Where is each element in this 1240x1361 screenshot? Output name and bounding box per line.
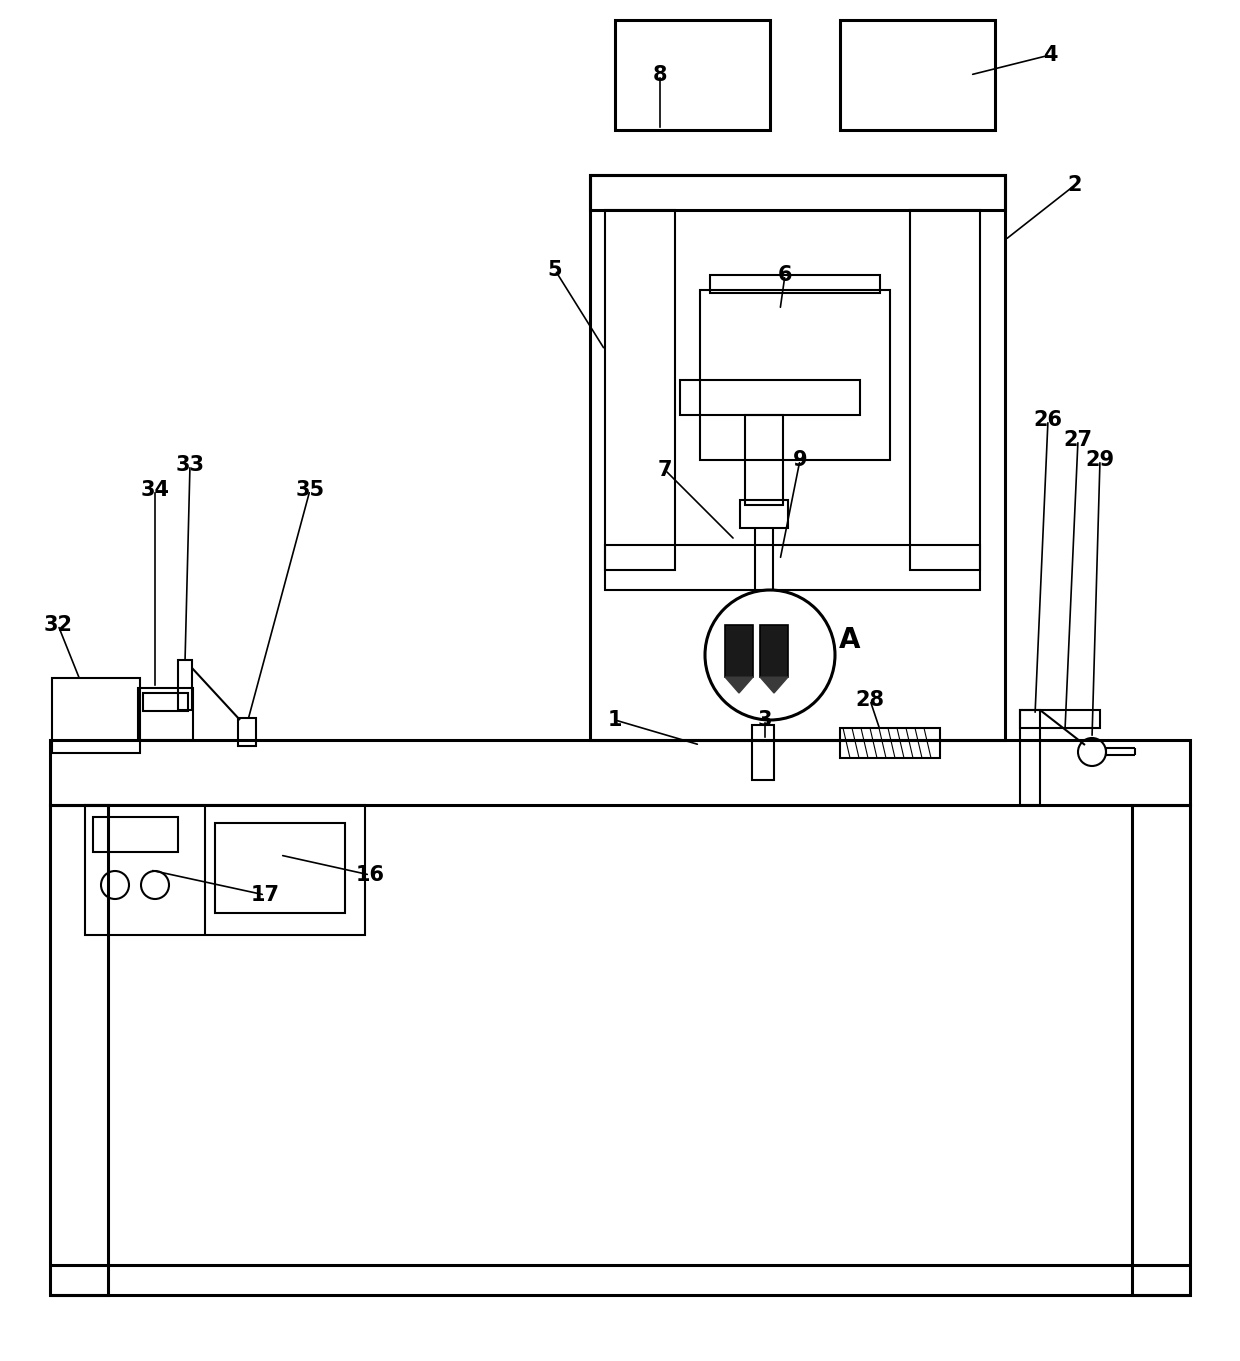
Bar xyxy=(751,725,774,780)
Bar xyxy=(93,817,179,852)
Text: 5: 5 xyxy=(548,260,562,280)
Bar xyxy=(615,20,770,131)
Bar xyxy=(179,660,192,710)
Bar xyxy=(740,499,787,528)
Bar xyxy=(238,719,255,746)
Bar xyxy=(839,728,940,758)
Polygon shape xyxy=(725,676,753,693)
Bar xyxy=(590,176,1004,210)
Text: 3: 3 xyxy=(758,710,773,729)
Bar xyxy=(725,625,753,676)
Bar xyxy=(86,804,365,935)
Text: 16: 16 xyxy=(356,866,384,885)
Polygon shape xyxy=(760,676,787,693)
Text: 4: 4 xyxy=(1043,45,1058,65)
Text: 29: 29 xyxy=(1085,450,1115,470)
Text: 6: 6 xyxy=(777,265,792,284)
Bar xyxy=(605,210,675,570)
Bar xyxy=(52,678,140,753)
Text: 2: 2 xyxy=(1068,176,1083,195)
Bar xyxy=(143,693,188,710)
Text: 17: 17 xyxy=(250,885,279,905)
Text: 28: 28 xyxy=(856,690,884,710)
Text: 27: 27 xyxy=(1064,430,1092,450)
Bar xyxy=(910,210,980,570)
Bar xyxy=(605,544,980,591)
Bar xyxy=(760,625,787,676)
Text: 33: 33 xyxy=(176,455,205,475)
Bar xyxy=(1021,710,1100,728)
Bar xyxy=(680,380,861,415)
Text: 8: 8 xyxy=(652,65,667,84)
Text: 26: 26 xyxy=(1033,410,1063,430)
Text: 34: 34 xyxy=(140,480,170,499)
Bar xyxy=(50,804,108,1296)
Text: 9: 9 xyxy=(792,450,807,470)
Text: 7: 7 xyxy=(657,460,672,480)
Bar xyxy=(138,689,193,740)
Text: A: A xyxy=(839,626,861,655)
Bar xyxy=(839,20,994,131)
Bar xyxy=(590,176,1004,740)
Bar xyxy=(1132,804,1190,1296)
Bar xyxy=(745,415,782,505)
Bar xyxy=(215,823,345,913)
Bar xyxy=(1021,710,1040,804)
Text: 32: 32 xyxy=(43,615,72,636)
Text: 1: 1 xyxy=(608,710,622,729)
Text: 35: 35 xyxy=(295,480,325,499)
Bar xyxy=(701,290,890,460)
Bar xyxy=(711,275,880,293)
Bar xyxy=(50,740,1190,804)
